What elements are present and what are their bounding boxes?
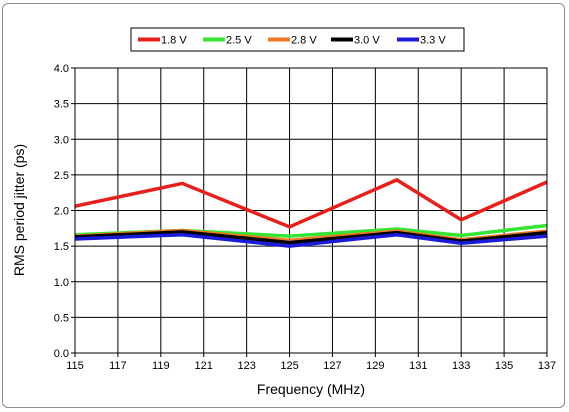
x-tick-label: 121 xyxy=(195,360,213,372)
legend-label: 2.5 V xyxy=(226,35,252,47)
y-axis-label: RMS period jitter (ps) xyxy=(11,144,27,276)
x-tick-label: 123 xyxy=(237,360,255,372)
y-tick-label: 2.5 xyxy=(54,170,69,182)
y-tick-label: 3.5 xyxy=(54,99,69,111)
legend-box xyxy=(130,27,465,52)
plot-border xyxy=(74,67,548,354)
x-tick-label: 119 xyxy=(152,360,170,372)
y-tick-label: 2.0 xyxy=(54,206,69,218)
x-tick-label: 133 xyxy=(452,360,470,372)
legend-label: 3.3 V xyxy=(420,35,446,47)
x-tick-label: 125 xyxy=(280,360,298,372)
series-lines xyxy=(74,177,548,248)
x-tick-label: 115 xyxy=(66,360,84,372)
y-tick-label: 0.5 xyxy=(54,312,69,324)
legend-label: 2.8 V xyxy=(291,35,317,47)
x-tick-label: 117 xyxy=(109,360,127,372)
y-tick-label: 1.0 xyxy=(54,277,69,289)
legend-label: 3.0 V xyxy=(354,35,380,47)
series-line-3-3-V xyxy=(74,232,548,248)
x-tick-label: 131 xyxy=(409,360,427,372)
y-tick-label: 1.5 xyxy=(54,241,69,253)
x-tick-labels: 115 117 119 121 123 125 127 129 131 133 135 137 xyxy=(66,360,556,372)
x-tick-label: 129 xyxy=(366,360,384,372)
x-tick-label: 137 xyxy=(538,360,556,372)
x-tick-label: 127 xyxy=(323,360,341,372)
x-tick-label: 135 xyxy=(495,360,513,372)
legend-label: 1.8 V xyxy=(161,35,187,47)
series-line-1-8-V xyxy=(74,177,548,229)
y-tick-label: 4.0 xyxy=(54,63,69,75)
x-axis-label: Frequency (MHz) xyxy=(257,381,365,397)
y-tick-label: 3.0 xyxy=(54,134,69,146)
legend: 1.8 V 2.5 V 2.8 V 3.0 V 3.3 V xyxy=(138,35,446,47)
y-tick-labels: 0.0 0.5 1.0 1.5 2.0 2.5 3.0 3.5 4.0 xyxy=(54,63,69,360)
series-line-3-0-V xyxy=(74,230,548,245)
y-tick-label: 0.0 xyxy=(54,348,69,360)
